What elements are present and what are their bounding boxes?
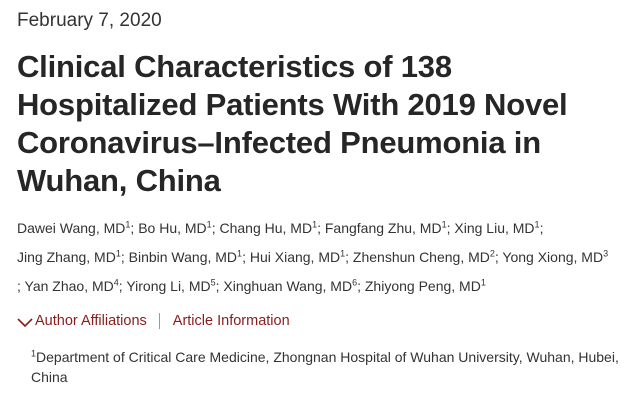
author[interactable]: Xing Liu, MD1 — [454, 219, 540, 236]
affiliation-item: 1Department of Critical Care Medicine, Z… — [31, 347, 631, 387]
article-links: Author Affiliations Article Information — [17, 311, 641, 331]
chevron-down-icon[interactable] — [17, 315, 33, 328]
author[interactable]: Xinghuan Wang, MD6 — [223, 277, 358, 294]
article-title: Clinical Characteristics of 138 Hospital… — [17, 49, 568, 198]
link-divider — [158, 313, 160, 329]
author[interactable]: Binbin Wang, MD1 — [128, 248, 243, 265]
author[interactable]: Hui Xiang, MD1 — [249, 248, 346, 265]
author[interactable]: Yong Xiong, MD3 — [502, 248, 609, 265]
article-information-link[interactable]: Article Information — [172, 313, 290, 329]
author[interactable]: Chang Hu, MD1 — [219, 219, 318, 236]
publication-date: February 7, 2020 — [17, 10, 162, 31]
author[interactable]: Zhenshun Cheng, MD2 — [352, 248, 495, 265]
author[interactable]: Zhiyong Peng, MD1 — [364, 277, 486, 294]
author[interactable]: Fangfang Zhu, MD1 — [324, 219, 447, 236]
author[interactable]: Bo Hu, MD1 — [138, 219, 212, 236]
author-list: Dawei Wang, MD1; Bo Hu, MD1; Chang Hu, M… — [17, 219, 609, 294]
author-affiliations-link[interactable]: Author Affiliations — [35, 313, 147, 329]
author[interactable]: Jing Zhang, MD1 — [17, 248, 121, 265]
affiliation-number: 1 — [31, 348, 37, 359]
author[interactable]: Yan Zhao, MD4 — [24, 277, 119, 294]
author[interactable]: Dawei Wang, MD1 — [17, 219, 131, 236]
author[interactable]: Yirong Li, MD5 — [126, 277, 216, 294]
affiliation-text: Department of Critical Care Medicine, Zh… — [31, 349, 619, 385]
